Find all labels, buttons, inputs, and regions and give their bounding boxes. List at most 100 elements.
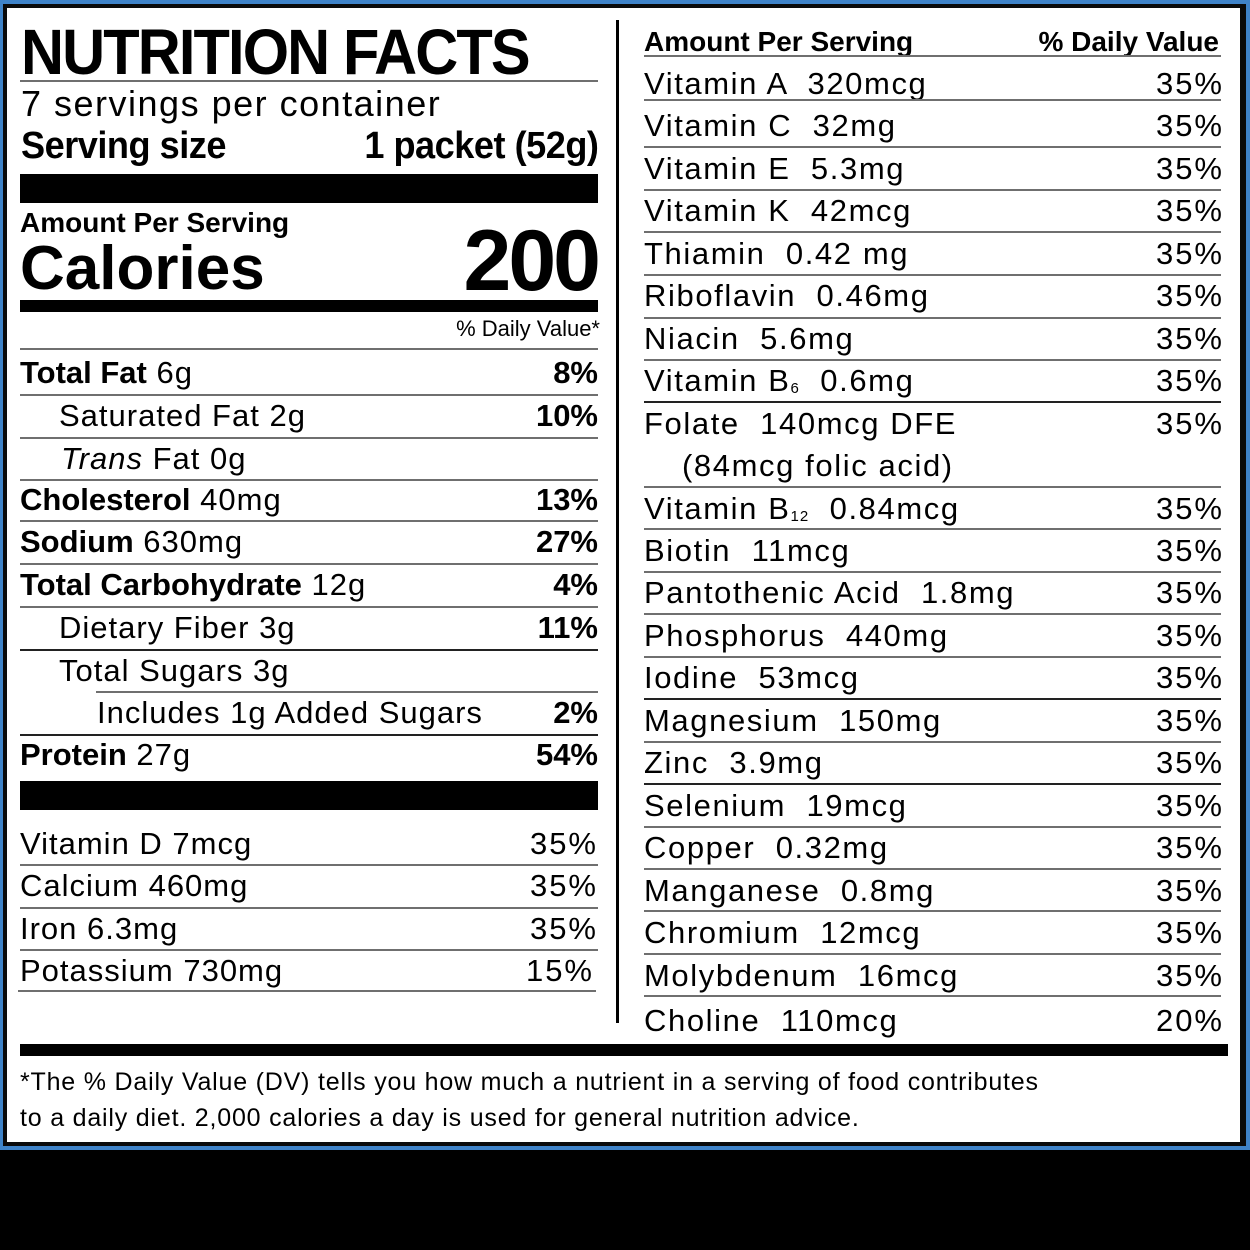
rule — [644, 189, 1221, 191]
rule — [644, 401, 1221, 403]
nutrient-amount: 0.6mg — [799, 363, 915, 398]
micronutrient-row-potassium: Potassium 730mg 15% — [20, 950, 598, 992]
nutrient-amount: 27g — [136, 737, 192, 772]
rule — [644, 995, 1221, 997]
rule — [644, 317, 1221, 319]
daily-value-header: % Daily Value* — [456, 316, 600, 341]
nutrient-name: Cholesterol — [20, 482, 191, 517]
micronutrient-row-phosphorus: Phosphorus 440mg 35% — [644, 615, 1224, 657]
rule — [20, 479, 598, 481]
nutrient-amount: 2g — [269, 398, 306, 433]
nutrient-dv: 13% — [535, 482, 598, 517]
nutrient-dv: 35% — [1155, 958, 1224, 993]
nutrient-row-trans-fat: Trans Fat 0g — [20, 438, 598, 480]
nutrient-dv: 35% — [529, 868, 598, 903]
nutrient-amount: 0g — [210, 441, 247, 476]
serving-size-value: 1 packet (52g) — [363, 125, 599, 167]
nutrient-name-amount: Thiamin 0.42 mg — [644, 236, 910, 271]
nutrient-dv: 35% — [1155, 193, 1224, 228]
rule — [20, 734, 598, 736]
nutrient-amount: 12g — [311, 567, 367, 602]
nutrient-row-saturated-fat: Saturated Fat 2g 10% — [20, 395, 598, 437]
nutrient-name-amount: Zinc 3.9mg — [644, 745, 824, 780]
nutrient-name-amount: Molybdenum 16mcg — [644, 958, 959, 993]
nutrient-text: Copper 0.32mg — [644, 827, 889, 869]
rule — [20, 649, 598, 651]
rule — [644, 55, 1221, 57]
rule — [644, 231, 1221, 233]
nutrient-row-sodium: Sodium 630mg 27% — [20, 521, 598, 563]
nutrient-name: Fat — [152, 441, 201, 476]
micronutrient-row-chromium: Chromium 12mcg 35% — [644, 912, 1224, 954]
subscript: 12 — [790, 508, 810, 525]
title-rule — [20, 80, 598, 82]
nutrient-dv: 35% — [1155, 236, 1224, 271]
nutrient-name: Dietary Fiber — [59, 610, 250, 645]
nutrient-row-total-carbohydrate: Total Carbohydrate 12g 4% — [20, 564, 598, 606]
nutrient-text: Chromium 12mcg — [644, 912, 921, 954]
rule — [18, 990, 596, 992]
nutrient-row-protein: Protein 27g 54% — [20, 734, 598, 776]
rule — [644, 953, 1221, 955]
nutrient-text: Riboflavin 0.46mg — [644, 275, 930, 317]
nutrient-dv: 35% — [1155, 491, 1224, 526]
nutrient-text: Biotin 11mcg — [644, 530, 850, 572]
micronutrient-row-vitamin-a: Vitamin A 320mcg 35% — [644, 63, 1224, 105]
rule — [96, 691, 598, 693]
nutrient-name-amount: Pantothenic Acid 1.8mg — [644, 575, 1016, 610]
micronutrient-row-riboflavin: Riboflavin 0.46mg 35% — [644, 275, 1224, 317]
micronutrient-row-vitamin-b12: Vitamin B12 0.84mcg 35% — [644, 488, 1224, 530]
nutrient-row-total-sugars: Total Sugars 3g — [20, 650, 598, 692]
rule — [644, 826, 1221, 828]
rule — [644, 571, 1221, 573]
daily-value-heading: % Daily Value — [1038, 26, 1219, 57]
rule — [20, 520, 598, 522]
nutrient-dv: 35% — [1155, 830, 1224, 865]
rule — [644, 868, 1221, 870]
nutrient-text: Folate 140mcg DFE (84mcg folic acid) — [644, 403, 957, 487]
rule — [20, 907, 598, 909]
nutrient-name: Total Fat — [20, 355, 147, 390]
micronutrient-row-zinc: Zinc 3.9mg 35% — [644, 742, 1224, 784]
micronutrient-row-calcium: Calcium 460mg 35% — [20, 865, 598, 907]
right-column-header: Amount Per Serving % Daily Value — [644, 24, 1219, 60]
nutrient-amount: 3g — [252, 653, 290, 688]
nutrient-name: Protein — [20, 737, 127, 772]
thick-divider-bar — [20, 174, 598, 203]
nutrient-dv: 35% — [1155, 533, 1224, 568]
calories-divider-bar — [20, 300, 598, 312]
nutrient-dv: 35% — [1155, 66, 1224, 101]
column-divider — [616, 20, 619, 1023]
nutrient-amount: 3g — [259, 610, 296, 645]
nutrient-text: Pantothenic Acid 1.8mg — [644, 572, 1015, 614]
nutrient-dv: 35% — [1155, 745, 1224, 780]
nutrient-name-amount: Vitamin E 5.3mg — [644, 151, 906, 186]
nutrient-name-amount: Folate 140mcg DFE — [644, 406, 958, 441]
micronutrient-row-biotin: Biotin 11mcg 35% — [644, 530, 1224, 572]
micronutrient-row-choline: Choline 110mcg 20% — [644, 1000, 1224, 1042]
rule — [644, 613, 1221, 615]
serving-size-label: Serving size — [21, 125, 226, 167]
rule — [20, 394, 598, 396]
nutrient-text: Vitamin C 32mg — [644, 105, 897, 147]
nutrition-facts-label: NUTRITION FACTS 7 servings per container… — [7, 8, 1240, 1142]
rule — [20, 864, 598, 866]
nutrient-amount: 6g — [156, 355, 193, 390]
nutrient-amount: 0.84mcg — [809, 491, 960, 526]
nutrient-dv: 11% — [537, 610, 598, 645]
nutrient-dv: 35% — [529, 911, 598, 946]
nutrient-text: Choline 110mcg — [644, 1000, 898, 1042]
nutrient-dv: 35% — [1155, 915, 1224, 950]
footnote-line-2: to a daily diet. 2,000 calories a day is… — [20, 1104, 860, 1132]
nutrient-dv: 27% — [535, 524, 598, 559]
nutrient-name-amount: Copper 0.32mg — [644, 830, 889, 865]
micronutrient-row-copper: Copper 0.32mg 35% — [644, 827, 1224, 869]
nutrient-dv: 2% — [553, 695, 598, 730]
nutrient-row-dietary-fiber: Dietary Fiber 3g 11% — [20, 607, 598, 649]
rule — [644, 528, 1221, 530]
nutrient-name: Total Sugars — [59, 653, 244, 688]
daily-value-footnote: *The % Daily Value (DV) tells you how mu… — [20, 1064, 1230, 1136]
rule — [644, 99, 1221, 101]
nutrient-text: Vitamin D 7mcg — [20, 826, 253, 861]
micronutrient-row-vitamin-b6: Vitamin B6 0.6mg 35% — [644, 360, 1224, 402]
